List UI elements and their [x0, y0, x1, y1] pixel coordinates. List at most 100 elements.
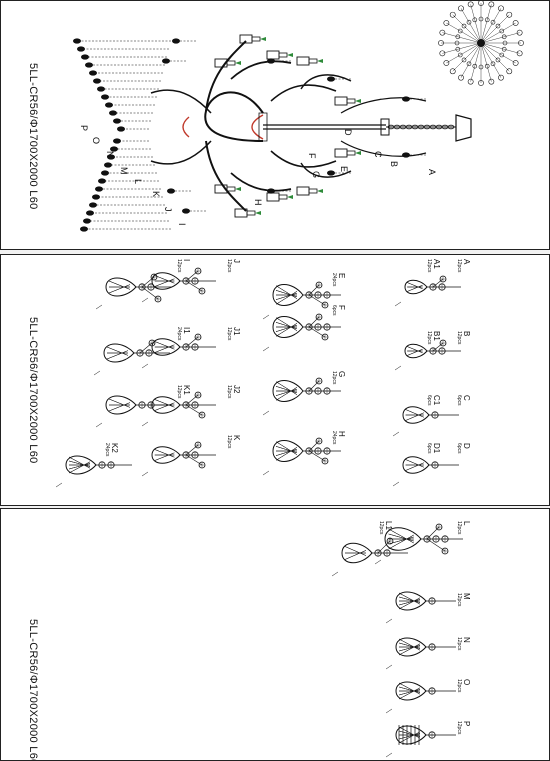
- facet-line: [275, 441, 298, 455]
- part-id-l1: L1: [384, 521, 393, 530]
- part-id-c1: C1: [432, 395, 441, 406]
- arm: [230, 172, 292, 192]
- rosette-spoke: [480, 32, 520, 44]
- part-id-j1: J1: [232, 327, 241, 336]
- part-qty-e: 24pcs: [331, 273, 337, 287]
- rosette-drop: [506, 11, 513, 18]
- crystal-pendant: [402, 456, 430, 474]
- facet-line: [68, 463, 91, 470]
- facet-line: [388, 533, 414, 542]
- part-id-k1: K1: [182, 385, 191, 395]
- rosette-drop: [512, 20, 519, 26]
- sheet-title: 5LL-CR56/Φ1700X2000 L60: [27, 619, 39, 761]
- part-id-f: F: [337, 305, 346, 310]
- crystal-pendant: [395, 681, 427, 701]
- crystal-pendant: [103, 343, 135, 363]
- rosette-spoke: [446, 22, 482, 44]
- rosette-drop: [501, 46, 507, 52]
- branch: [139, 342, 153, 354]
- crystal-drop: [89, 70, 97, 76]
- rosette-drop: [498, 5, 504, 12]
- part-letter-f: F: [307, 153, 317, 159]
- crystal-drop: [107, 154, 115, 160]
- part-letter-c: C: [373, 151, 383, 158]
- facet-line: [398, 643, 421, 656]
- crystal-drop: [92, 194, 100, 200]
- part-qty-d: 6pcs: [456, 443, 462, 454]
- bowl-ring: [258, 112, 268, 142]
- dim-tick: [262, 346, 270, 352]
- rosette-drop: [467, 1, 474, 8]
- dim-tick: [55, 482, 63, 488]
- crystal-drop: [81, 54, 89, 60]
- parts-drawing-l-p: [331, 523, 463, 758]
- crystal-pendant: [404, 279, 428, 295]
- part-letter-i: I: [177, 223, 187, 226]
- candle: [251, 36, 261, 42]
- arm: [340, 140, 427, 157]
- rosette-drop: [438, 40, 444, 46]
- facet-line: [405, 409, 424, 418]
- part-id-h: H: [337, 431, 346, 437]
- part-id-c: C: [462, 395, 471, 401]
- facet-line: [405, 462, 424, 471]
- rosette-drop: [495, 23, 501, 29]
- crystal-drop: [327, 76, 335, 82]
- facet-line: [398, 599, 421, 606]
- crystal-drop: [98, 178, 106, 184]
- rosette-drop: [439, 50, 446, 57]
- part-letter-a: A: [427, 169, 437, 176]
- part-id-o: O: [462, 679, 471, 686]
- crystal-drop: [113, 138, 121, 144]
- dim-tick: [262, 314, 270, 320]
- part-qty-b: 12pcs: [456, 331, 462, 345]
- crystal-drop: [113, 118, 121, 124]
- flame: [235, 187, 241, 191]
- rosette-drop: [449, 11, 456, 18]
- branch: [185, 270, 199, 282]
- chandelier-drawing: [73, 1, 524, 232]
- dim-tick: [385, 708, 393, 714]
- rosette-drop: [495, 57, 501, 63]
- facet-line: [275, 446, 298, 454]
- facet-line: [154, 399, 175, 408]
- facet-line: [68, 460, 91, 467]
- parts-drawing-a-k: [55, 267, 461, 488]
- rosette-drop: [455, 46, 461, 52]
- crystal-pendant: [272, 284, 304, 306]
- rosette-drop: [458, 5, 464, 12]
- dim-tick: [394, 301, 402, 307]
- facet-line: [388, 534, 414, 550]
- rosette-drop: [488, 1, 495, 8]
- part-qty-l1: 12pcs: [378, 521, 384, 535]
- rosette-drop: [498, 74, 504, 81]
- crystal-drop: [267, 188, 275, 194]
- rosette-spoke: [452, 14, 482, 44]
- arm: [150, 89, 212, 114]
- part-letter-m: M: [119, 167, 129, 175]
- part-id-i: I: [182, 259, 191, 262]
- part-qty-m: 12pcs: [456, 593, 462, 607]
- crystal-pendant: [65, 455, 97, 475]
- rosette-drop: [516, 29, 523, 36]
- sheet-parts-a-k: 5LL-CR56/Φ1700X2000 L60 A 12pcs B 12pcs C 6pc…: [0, 254, 550, 506]
- facet-line: [154, 402, 175, 411]
- rosette-drop: [457, 28, 463, 34]
- candle: [346, 150, 356, 156]
- dim-tick: [141, 421, 149, 427]
- part-qty-i: 12pcs: [176, 259, 182, 273]
- branch: [432, 278, 444, 288]
- part-qty-c: 6pcs: [456, 395, 462, 406]
- crystal-drop: [104, 162, 112, 168]
- facet-line: [398, 682, 421, 695]
- crystal-drop: [109, 110, 117, 116]
- arm: [230, 60, 292, 80]
- rosette-spoke: [460, 8, 482, 44]
- part-id-j2: J2: [232, 385, 241, 394]
- branch: [426, 538, 446, 552]
- part-letter-h: H: [253, 199, 263, 206]
- part-qty-i1: 24pcs: [176, 327, 182, 341]
- part-id-d: D: [462, 443, 471, 449]
- crystal-drop: [327, 170, 335, 176]
- crystal-drop: [97, 86, 105, 92]
